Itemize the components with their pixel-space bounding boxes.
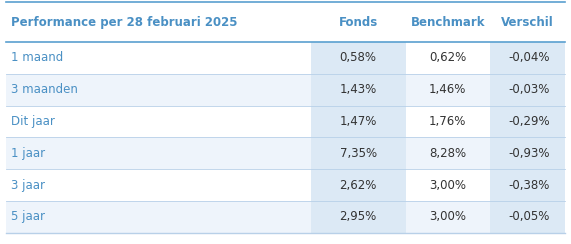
Bar xyxy=(311,42,406,74)
Bar xyxy=(6,42,311,74)
Text: -0,05%: -0,05% xyxy=(509,210,550,223)
Bar xyxy=(406,201,490,233)
Text: Performance per 28 februari 2025: Performance per 28 februari 2025 xyxy=(11,16,238,29)
Text: 8,28%: 8,28% xyxy=(429,147,467,160)
Text: 3,00%: 3,00% xyxy=(429,210,467,223)
Bar xyxy=(490,105,568,137)
Text: 1 maand: 1 maand xyxy=(11,51,63,64)
Text: Fonds: Fonds xyxy=(339,16,378,29)
Text: 0,62%: 0,62% xyxy=(429,51,467,64)
Bar xyxy=(490,201,568,233)
Bar xyxy=(406,74,490,105)
Text: -0,38%: -0,38% xyxy=(509,179,550,192)
Text: 2,95%: 2,95% xyxy=(340,210,377,223)
Bar xyxy=(406,169,490,201)
Text: -0,03%: -0,03% xyxy=(509,83,550,96)
Text: 5 jaar: 5 jaar xyxy=(11,210,45,223)
Text: 0,58%: 0,58% xyxy=(340,51,377,64)
Bar xyxy=(6,74,311,105)
Text: 1,43%: 1,43% xyxy=(340,83,377,96)
Text: 7,35%: 7,35% xyxy=(340,147,377,160)
Bar xyxy=(311,137,406,169)
Text: 1,46%: 1,46% xyxy=(429,83,467,96)
Bar xyxy=(6,201,311,233)
Text: 1,47%: 1,47% xyxy=(340,115,377,128)
Text: -0,29%: -0,29% xyxy=(508,115,550,128)
Text: Dit jaar: Dit jaar xyxy=(11,115,55,128)
Text: -0,04%: -0,04% xyxy=(508,51,550,64)
Bar xyxy=(406,42,490,74)
Bar xyxy=(6,105,311,137)
Bar xyxy=(311,169,406,201)
Text: 1 jaar: 1 jaar xyxy=(11,147,46,160)
Bar xyxy=(490,137,568,169)
Bar xyxy=(311,74,406,105)
Bar xyxy=(406,137,490,169)
Text: 3 maanden: 3 maanden xyxy=(11,83,78,96)
Bar xyxy=(311,201,406,233)
Text: -0,93%: -0,93% xyxy=(508,147,550,160)
Bar xyxy=(490,169,568,201)
Text: Verschil: Verschil xyxy=(501,16,554,29)
Text: 1,76%: 1,76% xyxy=(429,115,467,128)
Text: Benchmark: Benchmark xyxy=(411,16,485,29)
Bar xyxy=(490,42,568,74)
Text: 3,00%: 3,00% xyxy=(429,179,467,192)
Bar xyxy=(6,169,311,201)
Text: 3 jaar: 3 jaar xyxy=(11,179,45,192)
Bar xyxy=(6,137,311,169)
Text: 2,62%: 2,62% xyxy=(340,179,377,192)
Bar xyxy=(311,105,406,137)
Bar xyxy=(406,105,490,137)
Bar xyxy=(490,74,568,105)
